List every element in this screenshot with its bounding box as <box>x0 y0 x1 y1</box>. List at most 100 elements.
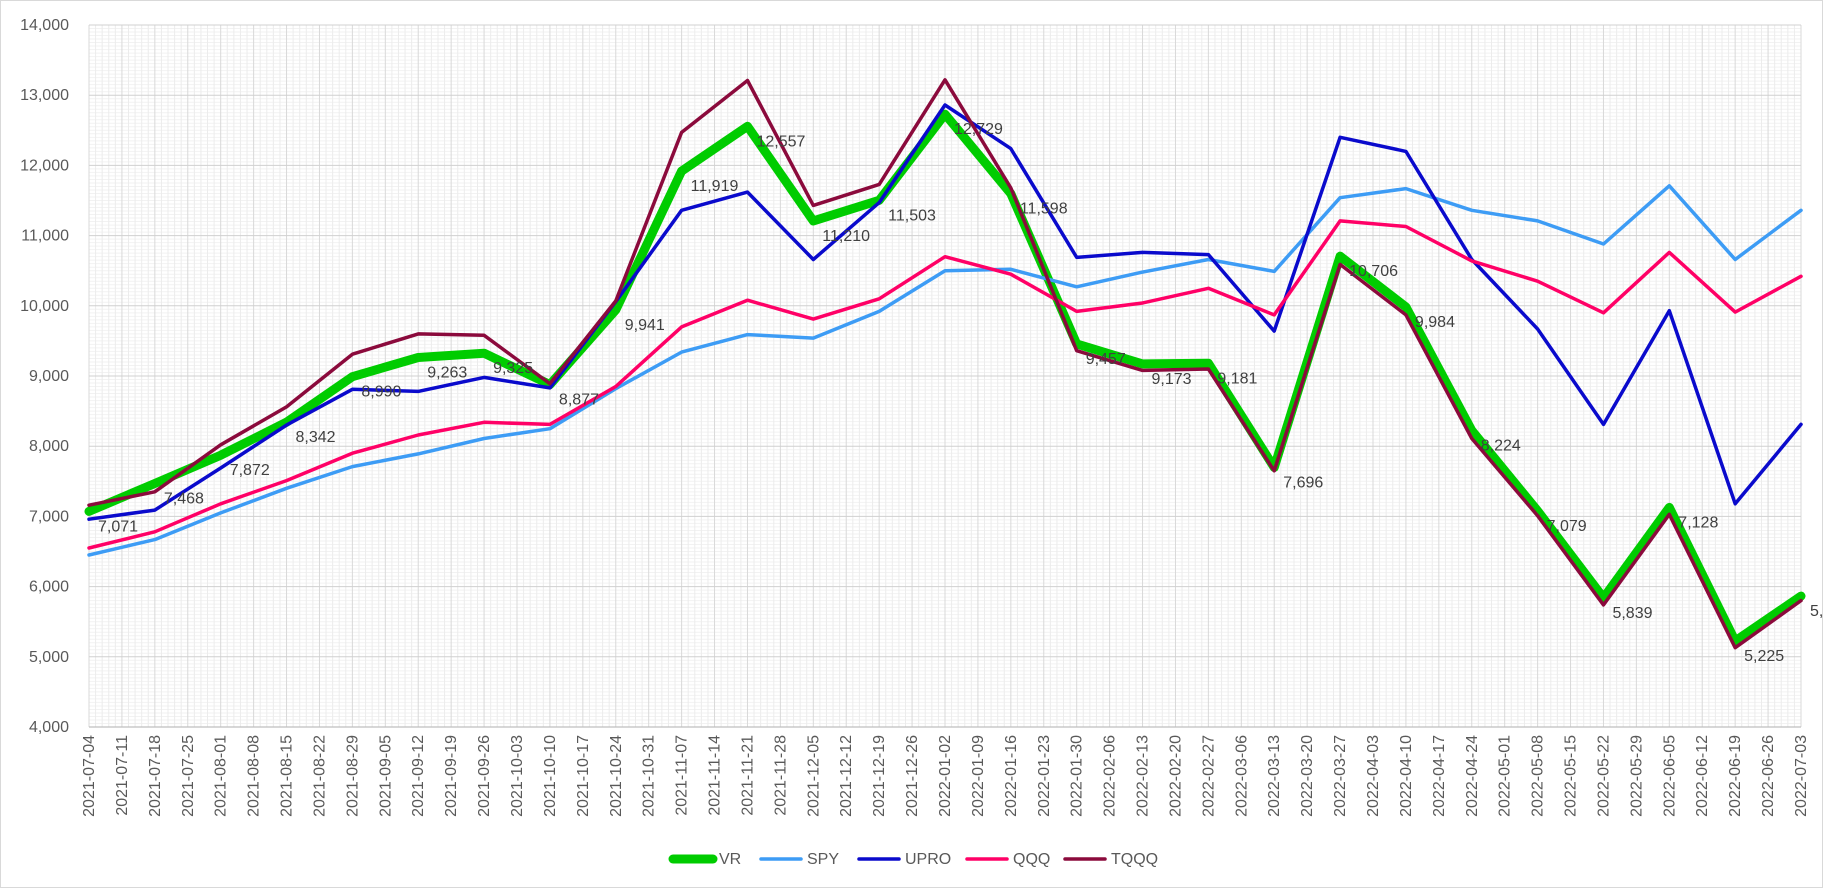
x-tick-label: 2022-01-16 <box>1003 735 1020 817</box>
x-tick-label: 2022-05-22 <box>1595 735 1612 817</box>
x-tick-label: 2021-12-12 <box>838 735 855 817</box>
x-tick-label: 2022-07-03 <box>1793 735 1810 817</box>
x-tick-label: 2022-01-09 <box>970 735 987 817</box>
x-tick-label: 2022-01-02 <box>937 735 954 817</box>
x-tick-label: 2022-03-06 <box>1233 735 1250 817</box>
data-label: 11,919 <box>691 178 739 195</box>
data-label: 9,263 <box>427 365 467 382</box>
y-tick-label: 14,000 <box>20 17 69 34</box>
x-tick-label: 2021-08-01 <box>213 735 230 817</box>
x-tick-label: 2021-11-28 <box>772 735 789 816</box>
x-tick-label: 2021-09-05 <box>377 735 394 817</box>
x-tick-label: 2022-06-19 <box>1727 735 1744 817</box>
y-axis-ticks: 4,000 5,000 6,000 7,000 8,000 9,000 10,000 11,0… <box>20 17 69 736</box>
series-line-tqqq <box>87 78 1803 650</box>
data-label: 5,225 <box>1744 648 1784 665</box>
x-tick-label: 2021-07-11 <box>114 735 131 816</box>
x-tick-label: 2022-03-20 <box>1299 735 1316 817</box>
y-tick-label: 13,000 <box>20 87 69 104</box>
x-tick-label: 2021-08-15 <box>279 735 296 817</box>
x-tick-label: 2022-04-10 <box>1398 735 1415 817</box>
data-label: 7,128 <box>1678 514 1718 531</box>
legend-label-upro: UPRO <box>905 851 951 868</box>
data-label: 9,173 <box>1152 371 1192 388</box>
data-label: 9,984 <box>1415 314 1455 331</box>
x-tick-label: 2022-04-17 <box>1431 735 1448 817</box>
x-tick-label: 2021-10-24 <box>608 735 625 817</box>
data-label: 7,696 <box>1283 475 1323 492</box>
x-tick-label: 2021-11-21 <box>739 735 756 816</box>
y-tick-label: 10,000 <box>20 298 69 315</box>
x-tick-label: 2022-04-24 <box>1464 735 1481 817</box>
data-label: 11,503 <box>888 207 936 224</box>
x-tick-label: 2021-10-17 <box>575 735 592 817</box>
x-tick-label: 2021-12-26 <box>904 735 921 817</box>
legend-label-tqqq: TQQQ <box>1111 851 1158 868</box>
data-label: 12,729 <box>954 121 1003 138</box>
series-line-spy <box>87 184 1803 557</box>
x-tick-label: 2022-05-29 <box>1628 735 1645 817</box>
data-label: 10,706 <box>1349 263 1398 280</box>
x-tick-label: 2021-10-31 <box>641 735 658 817</box>
x-tick-label: 2021-12-19 <box>871 735 888 817</box>
x-tick-label: 2022-01-30 <box>1069 735 1086 817</box>
data-label: 8,224 <box>1481 437 1521 454</box>
data-label: 7,071 <box>98 518 138 535</box>
data-label: 9,941 <box>625 317 665 334</box>
x-tick-label: 2021-07-18 <box>147 735 164 817</box>
x-tick-label: 2021-07-25 <box>180 735 197 817</box>
x-tick-label: 2021-08-22 <box>311 735 328 817</box>
x-tick-label: 2022-05-15 <box>1563 735 1580 817</box>
y-tick-label: 6,000 <box>29 579 69 596</box>
data-label: 5,865 <box>1810 603 1823 620</box>
x-tick-label: 2022-02-13 <box>1135 735 1152 817</box>
y-tick-label: 7,000 <box>29 508 69 525</box>
x-tick-label: 2022-06-05 <box>1661 735 1678 817</box>
x-tick-label: 2021-11-07 <box>674 735 691 816</box>
y-tick-label: 9,000 <box>29 368 69 385</box>
x-tick-label: 2022-02-27 <box>1200 735 1217 817</box>
x-tick-label: 2021-09-26 <box>476 735 493 817</box>
data-label: 11,210 <box>822 228 870 245</box>
x-axis-ticks: 2021-07-04 2021-07-11 2021-07-18 2021-07-25… <box>81 735 1810 817</box>
x-tick-label: 2022-01-23 <box>1036 735 1053 817</box>
data-label: 7,872 <box>230 462 270 479</box>
x-tick-label: 2022-03-27 <box>1332 735 1349 817</box>
series-lines <box>84 78 1806 650</box>
data-labels: 7,071 7,468 7,872 8,342 8,990 9,263 9,325 8,877… <box>98 121 1823 665</box>
x-tick-label: 2022-03-13 <box>1266 735 1283 817</box>
legend-label-qqq: QQQ <box>1013 851 1050 868</box>
x-tick-label: 2022-06-12 <box>1694 735 1711 817</box>
x-tick-label: 2022-05-01 <box>1497 735 1514 817</box>
legend: VR SPY UPRO QQQ TQQQ <box>668 851 1158 868</box>
data-label: 9,181 <box>1217 370 1257 387</box>
data-label: 8,990 <box>361 384 401 401</box>
legend-label-vr: VR <box>719 851 741 868</box>
data-label: 12,557 <box>756 133 805 150</box>
series-line-qqq <box>87 219 1803 550</box>
legend-label-spy: SPY <box>807 851 839 868</box>
series-line-upro <box>87 103 1803 521</box>
x-tick-label: 2022-06-26 <box>1760 735 1777 817</box>
data-label: 11,598 <box>1020 201 1068 218</box>
data-label: 9,457 <box>1086 351 1126 368</box>
data-label: 5,839 <box>1612 605 1652 622</box>
data-label: 9,325 <box>493 360 533 377</box>
data-label: 7,468 <box>164 491 204 508</box>
y-tick-label: 8,000 <box>29 438 69 455</box>
data-label: 8,877 <box>559 392 599 409</box>
y-tick-label: 5,000 <box>29 649 69 666</box>
series-line-vr <box>84 109 1806 646</box>
x-tick-label: 2021-09-19 <box>443 735 460 817</box>
x-tick-label: 2021-12-05 <box>805 735 822 817</box>
x-tick-label: 2021-10-10 <box>542 735 559 817</box>
x-tick-label: 2022-02-20 <box>1167 735 1184 817</box>
x-tick-label: 2021-09-12 <box>410 735 427 817</box>
x-tick-label: 2021-08-29 <box>344 735 361 817</box>
x-tick-label: 2022-04-03 <box>1365 735 1382 817</box>
x-tick-label: 2022-05-08 <box>1530 735 1547 817</box>
y-tick-label: 12,000 <box>20 157 69 174</box>
x-tick-label: 2021-08-08 <box>246 735 263 817</box>
